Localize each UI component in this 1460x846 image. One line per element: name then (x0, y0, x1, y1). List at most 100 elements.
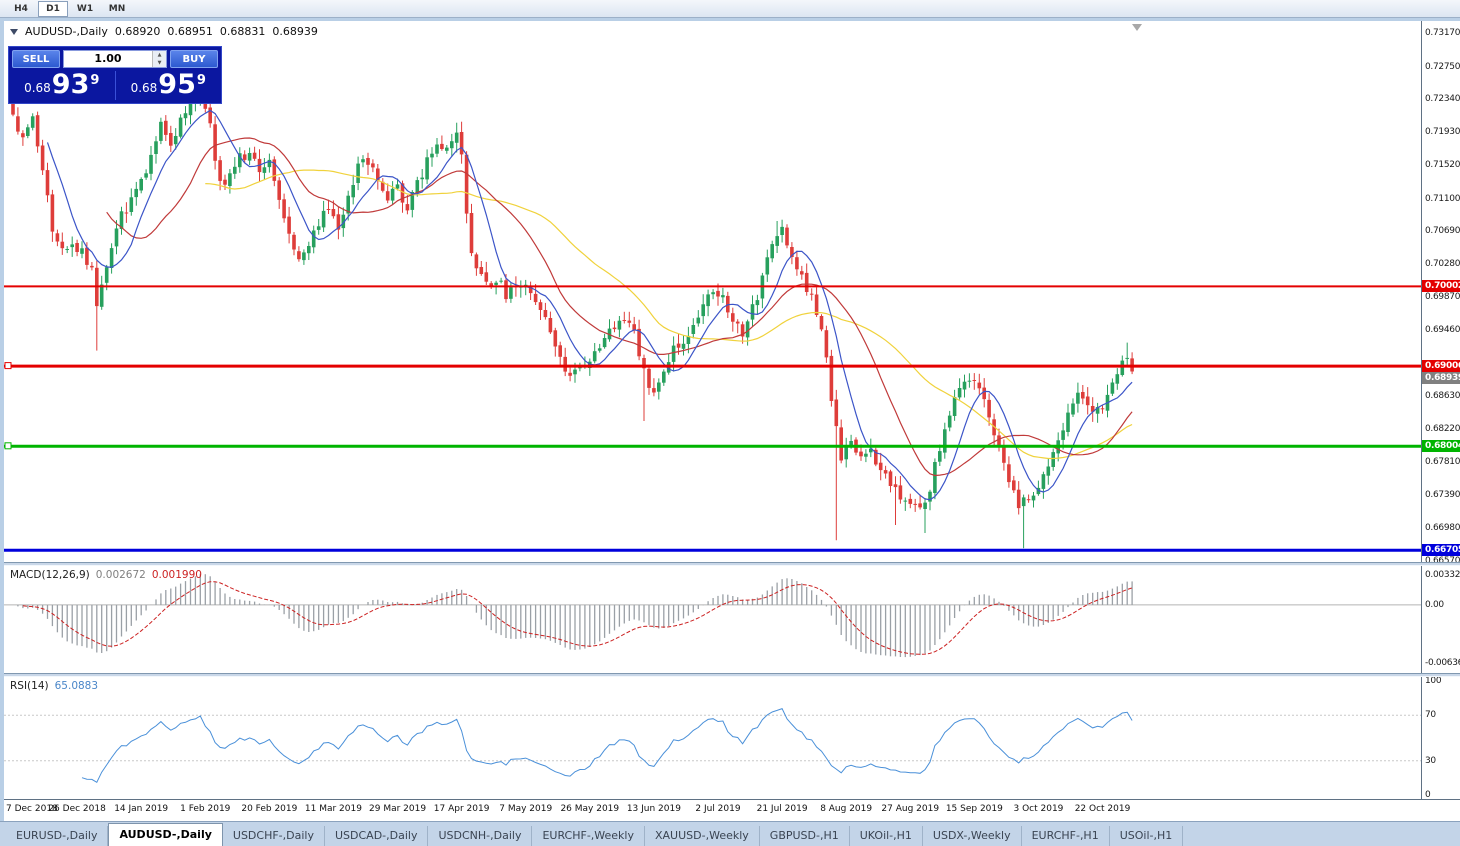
sell-price-prefix: 0.68 (24, 80, 51, 95)
price-tag-label: 0.68004 (1422, 440, 1460, 453)
spinner-down-icon[interactable]: ▼ (153, 59, 166, 67)
price-axis-label: 100 (1425, 676, 1442, 686)
price-axis-label: 30 (1425, 755, 1436, 766)
date-label: 3 Oct 2019 (1013, 804, 1064, 814)
chart-symbol-label: AUDUSD-,Daily (25, 25, 108, 38)
rsi-value: 65.0883 (54, 680, 99, 692)
timeframe-button-MN[interactable]: MN (108, 3, 126, 14)
price-tag-label: 0.70002 (1422, 280, 1460, 293)
price-tag-label: 0.66705 (1422, 544, 1460, 557)
timeframe-toolbar: H4 D1 W1 MN (0, 0, 1460, 18)
chart-tab-gbpusd-h1[interactable]: GBPUSD-,H1 (760, 826, 850, 846)
buy-price[interactable]: 0.68 95 9 (116, 71, 222, 100)
buy-button[interactable]: BUY (170, 50, 218, 68)
date-label: 29 Mar 2019 (369, 804, 427, 814)
chart-tab-ukoil-h1[interactable]: UKOil-,H1 (850, 826, 923, 846)
volume-spinner[interactable]: ▲ ▼ (152, 51, 166, 67)
macd-signal-value: 0.001990 (151, 569, 202, 581)
rsi-header: RSI(14) 65.0883 (10, 680, 98, 692)
price-axis-label: 0.67390 (1425, 490, 1460, 501)
price-axis-label: 0.72750 (1425, 61, 1460, 72)
chart-tab-usdcnh-daily[interactable]: USDCNH-,Daily (428, 826, 533, 846)
date-label: 13 Jun 2019 (626, 804, 681, 814)
date-label: 20 Feb 2019 (241, 804, 298, 814)
chart-ohlc-header: AUDUSD-,Daily 0.68920 0.68951 0.68831 0.… (10, 25, 318, 38)
date-label: 15 Sep 2019 (945, 804, 1003, 814)
chart-tab-usoil-h1[interactable]: USOil-,H1 (1110, 826, 1184, 846)
chart-tab-usdcad-daily[interactable]: USDCAD-,Daily (325, 826, 429, 846)
price-tag-label: 0.69006 (1422, 360, 1460, 373)
price-axis-label: 0.71100 (1425, 193, 1460, 204)
panel-resize-divider[interactable] (4, 562, 1460, 566)
price-axis[interactable]: 0.73170 0.72750 0.72340 0.71930 0.71520 0.711… (1421, 21, 1460, 821)
date-axis[interactable]: 7 Dec 2018 26 Dec 2018 14 Jan 2019 1 Feb 20… (4, 799, 1460, 821)
buy-price-sup: 9 (196, 73, 206, 88)
chart-tab-eurchf-h1[interactable]: EURCHF-,H1 (1022, 826, 1110, 846)
one-click-toggle-icon[interactable] (10, 28, 18, 35)
chart-tab-bar: EURUSD-,Daily AUDUSD-,Daily USDCHF-,Daily U… (0, 821, 1460, 846)
date-label: 17 Apr 2019 (433, 804, 490, 814)
ohlc-low: 0.68831 (219, 25, 266, 38)
price-axis-label: 0.67810 (1425, 456, 1460, 467)
rsi-title: RSI(14) (10, 680, 49, 692)
date-label: 1 Feb 2019 (180, 804, 231, 814)
date-label: 21 Jul 2019 (756, 804, 808, 814)
volume-input[interactable]: 1.00 ▲ ▼ (63, 50, 167, 68)
price-chart-canvas[interactable] (4, 21, 1421, 562)
panel-resize-divider[interactable] (4, 673, 1460, 677)
price-axis-label: 0.69870 (1425, 292, 1460, 302)
date-label: 8 Aug 2019 (820, 804, 873, 814)
date-label: 11 Mar 2019 (304, 804, 362, 814)
price-axis-label: 0.71520 (1425, 160, 1460, 170)
volume-value[interactable]: 1.00 (94, 52, 122, 65)
ohlc-open: 0.68920 (114, 25, 161, 38)
price-axis-label: -0.00636 (1425, 657, 1460, 668)
chart-tab-xauusd-weekly[interactable]: XAUUSD-,Weekly (645, 826, 760, 846)
sell-price[interactable]: 0.68 93 9 (9, 71, 116, 100)
price-tag-label: 0.68939 (1422, 372, 1460, 385)
date-label: 22 Oct 2019 (1074, 804, 1131, 814)
buy-price-prefix: 0.68 (130, 80, 158, 95)
price-axis-label: 0.68630 (1425, 391, 1460, 402)
buy-price-big: 95 (158, 69, 196, 100)
timeframe-button-H4[interactable]: H4 (14, 3, 28, 14)
one-click-trade-panel: SELL 1.00 ▲ ▼ BUY 0.68 93 9 0.68 95 9 (8, 46, 222, 104)
main-chart-panel: AUDUSD-,Daily 0.68920 0.68951 0.68831 0.… (4, 21, 1421, 562)
chart-tab-usdx-weekly[interactable]: USDX-,Weekly (923, 826, 1022, 846)
sell-price-big: 93 (51, 69, 90, 100)
price-axis-label: 0.00 (1425, 599, 1444, 610)
price-axis-label: 0.69460 (1425, 324, 1460, 335)
sell-price-sup: 9 (90, 73, 100, 88)
date-label: 14 Jan 2019 (114, 804, 169, 814)
ohlc-high: 0.68951 (167, 25, 213, 38)
price-axis-label: 0.66980 (1425, 523, 1460, 534)
timeframe-button-W1[interactable]: W1 (76, 3, 94, 14)
price-axis-label: 70 (1425, 710, 1436, 721)
chart-tab-audusd-daily[interactable]: AUDUSD-,Daily (108, 823, 223, 846)
ohlc-close: 0.68939 (272, 25, 318, 38)
price-axis-label: 0.71930 (1425, 127, 1460, 138)
date-label: 26 May 2019 (560, 804, 620, 814)
spinner-up-icon[interactable]: ▲ (153, 51, 166, 59)
rsi-chart-canvas[interactable] (4, 677, 1421, 799)
macd-chart-canvas[interactable] (4, 566, 1421, 673)
price-axis-label: 0.70690 (1425, 226, 1460, 237)
macd-title: MACD(12,26,9) (10, 569, 90, 581)
price-axis-label: 0.66570 (1425, 556, 1460, 566)
chart-tab-eurchf-weekly[interactable]: EURCHF-,Weekly (532, 826, 645, 846)
macd-header: MACD(12,26,9) 0.002672 0.001990 (10, 569, 202, 581)
sell-button[interactable]: SELL (12, 50, 60, 68)
macd-panel: MACD(12,26,9) 0.002672 0.001990 (4, 566, 1421, 673)
chart-tab-usdchf-daily[interactable]: USDCHF-,Daily (223, 826, 325, 846)
rsi-panel: RSI(14) 65.0883 (4, 677, 1421, 799)
price-axis-label: 0 (1425, 790, 1431, 800)
date-label: 27 Aug 2019 (881, 804, 940, 814)
price-axis-label: 0.72340 (1425, 94, 1460, 105)
date-label: 7 Dec 2018 (6, 804, 58, 814)
price-axis-label: 0.68220 (1425, 424, 1460, 434)
price-axis-label: 0.73170 (1425, 28, 1460, 38)
timeframe-button-D1[interactable]: D1 (38, 0, 68, 17)
price-axis-label: 0.70280 (1425, 259, 1460, 270)
chart-tab-eurusd-daily[interactable]: EURUSD-,Daily (6, 826, 109, 846)
date-label: 26 Dec 2018 (48, 804, 106, 814)
